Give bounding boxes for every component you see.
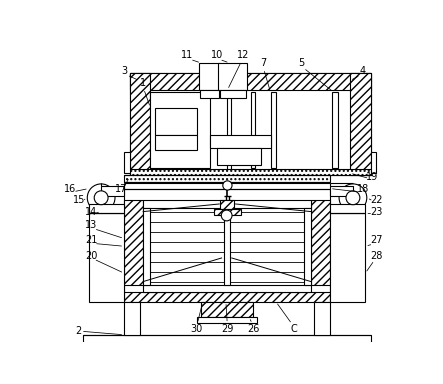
Bar bbox=[124, 189, 330, 300]
Bar bbox=[271, 92, 276, 168]
Bar bbox=[217, 149, 261, 166]
Text: 4: 4 bbox=[360, 66, 366, 76]
Text: 17: 17 bbox=[115, 184, 127, 194]
Text: 15: 15 bbox=[74, 195, 86, 205]
Bar bbox=[124, 152, 130, 173]
Text: 2: 2 bbox=[75, 326, 81, 336]
Text: 30: 30 bbox=[190, 324, 203, 334]
Text: 22: 22 bbox=[370, 195, 382, 205]
Bar bbox=[83, 335, 371, 343]
Bar bbox=[220, 90, 246, 98]
Bar bbox=[311, 200, 330, 285]
Text: C: C bbox=[290, 324, 297, 334]
Bar bbox=[143, 285, 311, 293]
Text: 11: 11 bbox=[181, 50, 194, 60]
Bar bbox=[143, 200, 311, 208]
Text: 18: 18 bbox=[357, 184, 369, 194]
Bar bbox=[330, 213, 365, 302]
Bar bbox=[101, 186, 124, 196]
Text: 29: 29 bbox=[221, 324, 233, 334]
Text: 14: 14 bbox=[85, 207, 97, 217]
Bar bbox=[218, 63, 248, 90]
Bar bbox=[201, 302, 253, 317]
Bar bbox=[224, 215, 230, 285]
Text: 1: 1 bbox=[140, 78, 146, 88]
Text: 23: 23 bbox=[370, 207, 382, 217]
Bar bbox=[89, 204, 124, 213]
Bar bbox=[220, 200, 234, 209]
Bar bbox=[214, 209, 241, 215]
Bar bbox=[315, 302, 330, 335]
Circle shape bbox=[221, 210, 232, 221]
Bar bbox=[210, 135, 271, 149]
Bar bbox=[303, 208, 311, 285]
Bar bbox=[155, 135, 198, 150]
Circle shape bbox=[87, 184, 115, 212]
Bar bbox=[124, 175, 330, 182]
Bar bbox=[199, 63, 221, 90]
Text: 26: 26 bbox=[247, 324, 260, 334]
Bar bbox=[130, 73, 371, 90]
Bar bbox=[143, 208, 151, 285]
Circle shape bbox=[94, 191, 108, 205]
Circle shape bbox=[339, 184, 367, 212]
Text: 28: 28 bbox=[370, 250, 382, 260]
Text: 27: 27 bbox=[370, 235, 382, 245]
Bar bbox=[124, 293, 330, 302]
Bar bbox=[330, 204, 365, 213]
Bar bbox=[130, 73, 151, 175]
Bar bbox=[350, 73, 371, 175]
Text: 20: 20 bbox=[85, 250, 97, 260]
Circle shape bbox=[223, 181, 232, 190]
Bar bbox=[371, 152, 376, 173]
Bar bbox=[124, 302, 140, 335]
Text: 16: 16 bbox=[64, 184, 77, 194]
Bar bbox=[332, 92, 338, 168]
Text: 5: 5 bbox=[298, 58, 304, 68]
Text: 7: 7 bbox=[260, 58, 266, 68]
Bar bbox=[251, 92, 255, 168]
Bar bbox=[130, 73, 371, 175]
Bar bbox=[197, 317, 257, 323]
Text: 21: 21 bbox=[85, 235, 97, 245]
Text: 3: 3 bbox=[121, 66, 127, 76]
Bar bbox=[130, 169, 371, 175]
Circle shape bbox=[346, 191, 360, 205]
Bar bbox=[124, 200, 143, 285]
Bar bbox=[151, 92, 210, 168]
Text: 12: 12 bbox=[237, 50, 249, 60]
Text: 10: 10 bbox=[210, 50, 223, 60]
Bar bbox=[330, 186, 353, 196]
Bar bbox=[201, 90, 219, 98]
Bar bbox=[89, 213, 124, 302]
Text: 19: 19 bbox=[366, 172, 378, 182]
Bar bbox=[155, 108, 198, 135]
Text: 13: 13 bbox=[85, 220, 97, 230]
